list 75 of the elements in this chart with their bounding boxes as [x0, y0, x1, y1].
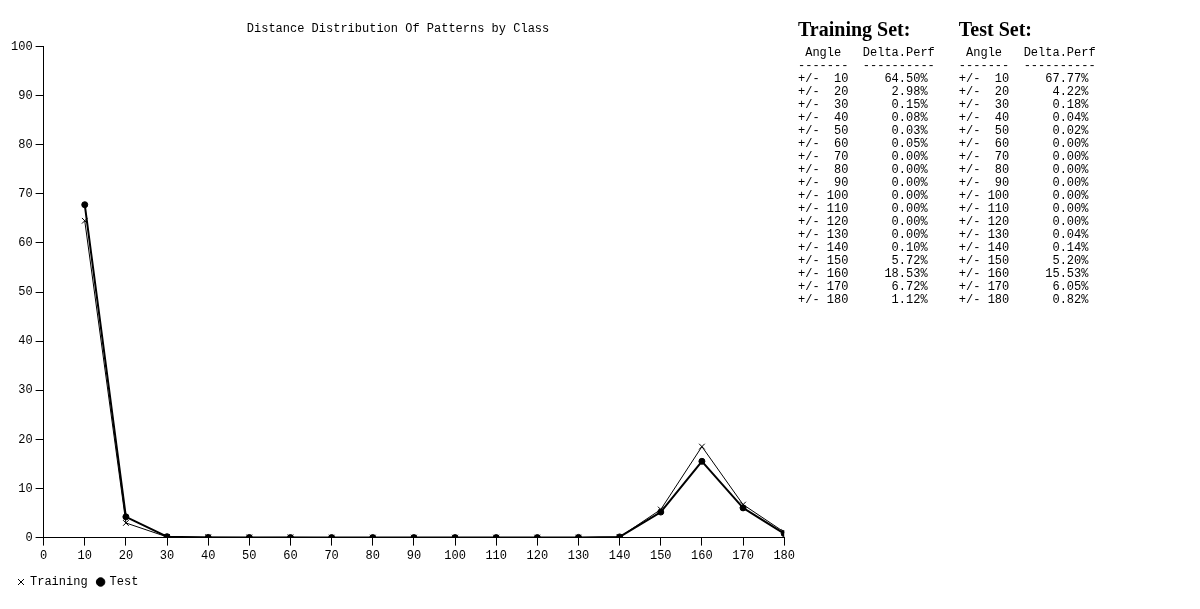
x-tick-label: 30	[159, 548, 175, 563]
x-tick-label: 0	[40, 548, 48, 563]
text: +/- 40 0.04%	[958, 111, 1090, 125]
y-tick-label: 70	[18, 186, 33, 201]
x-tick-label: 50	[242, 548, 257, 563]
text: ------- ----------	[798, 59, 935, 73]
text: +/- 100 0.00%	[798, 189, 929, 203]
text: +/- 40 0.08%	[798, 111, 929, 125]
text: +/- 100 0.00%	[958, 189, 1090, 203]
text: Test Set:	[958, 18, 1033, 41]
y-tick-label: 0	[25, 530, 33, 545]
x-tick-label: 70	[324, 548, 339, 563]
text: Training Set:	[798, 18, 912, 41]
legend-label: Training	[30, 575, 88, 590]
text: +/- 50 0.02%	[958, 124, 1090, 138]
y-tick-label: 90	[18, 88, 33, 103]
y-tick-label: 30	[18, 383, 33, 398]
text: +/- 170 6.05%	[958, 280, 1090, 294]
x-tick-label: 140	[608, 548, 631, 563]
text: +/- 30 0.15%	[798, 98, 929, 112]
text: +/- 140 0.14%	[958, 241, 1090, 255]
text: +/- 20 4.22%	[958, 85, 1090, 99]
x-tick-label: 80	[365, 548, 380, 563]
x-tick-label: 120	[526, 548, 549, 563]
x-tick-label: 180	[773, 548, 795, 563]
x-tick-label: 170	[732, 548, 754, 563]
text: +/- 30 0.18%	[958, 98, 1090, 112]
text: +/- 70 0.00%	[798, 150, 929, 164]
y-tick-label: 100	[10, 39, 33, 54]
x-tick-label: 160	[691, 548, 713, 563]
text: Angle Delta.Perf	[804, 46, 935, 60]
text: +/- 150 5.20%	[958, 254, 1090, 268]
x-tick-label: 20	[118, 548, 134, 563]
text: +/- 160 18.53%	[798, 267, 929, 281]
text: +/- 10 67.77%	[958, 72, 1090, 86]
text: +/- 20 2.98%	[798, 85, 929, 99]
text: +/- 70 0.00%	[958, 150, 1090, 164]
text: +/- 150 5.72%	[798, 254, 929, 268]
text: +/- 120 0.00%	[798, 215, 929, 229]
text: Angle Delta.Perf	[965, 46, 1096, 60]
text: +/- 130 0.00%	[798, 228, 929, 242]
chart-title: Distance Distribution Of Patterns by Class	[246, 22, 550, 37]
text: +/- 90 0.00%	[958, 176, 1090, 190]
text: +/- 80 0.00%	[958, 163, 1090, 177]
text: +/- 60 0.05%	[798, 137, 929, 151]
text: +/- 60 0.00%	[958, 137, 1090, 151]
x-tick-label: 150	[649, 548, 672, 563]
text: +/- 90 0.00%	[798, 176, 929, 190]
y-tick-label: 40	[18, 334, 33, 349]
x-tick-label: 130	[567, 548, 590, 563]
text: +/- 180 0.82%	[958, 293, 1090, 307]
x-tick-label: 40	[200, 548, 216, 563]
text: +/- 50 0.03%	[798, 124, 929, 138]
text: +/- 120 0.00%	[958, 215, 1090, 229]
text: +/- 10 64.50%	[798, 72, 929, 86]
y-tick-label: 60	[18, 236, 33, 251]
text: ------- ----------	[958, 59, 1096, 73]
text: +/- 110 0.00%	[958, 202, 1090, 216]
y-tick-label: 50	[18, 285, 33, 300]
x-tick-label: 60	[283, 548, 298, 563]
y-tick-label: 20	[18, 432, 33, 447]
text: +/- 170 6.72%	[798, 280, 929, 294]
text: +/- 130 0.04%	[958, 228, 1090, 242]
text: +/- 160 15.53%	[958, 267, 1090, 281]
text: +/- 110 0.00%	[798, 202, 929, 216]
y-tick-label: 10	[18, 481, 33, 496]
text: +/- 140 0.10%	[798, 241, 929, 255]
x-tick-label: 100	[444, 548, 466, 563]
text: +/- 180 1.12%	[798, 293, 929, 307]
y-tick-label: 80	[18, 137, 33, 152]
x-tick-label: 110	[485, 548, 507, 563]
text: +/- 80 0.00%	[798, 163, 929, 177]
x-tick-label: 10	[77, 548, 92, 563]
legend-label: Test	[109, 575, 139, 590]
x-tick-label: 90	[406, 548, 422, 563]
